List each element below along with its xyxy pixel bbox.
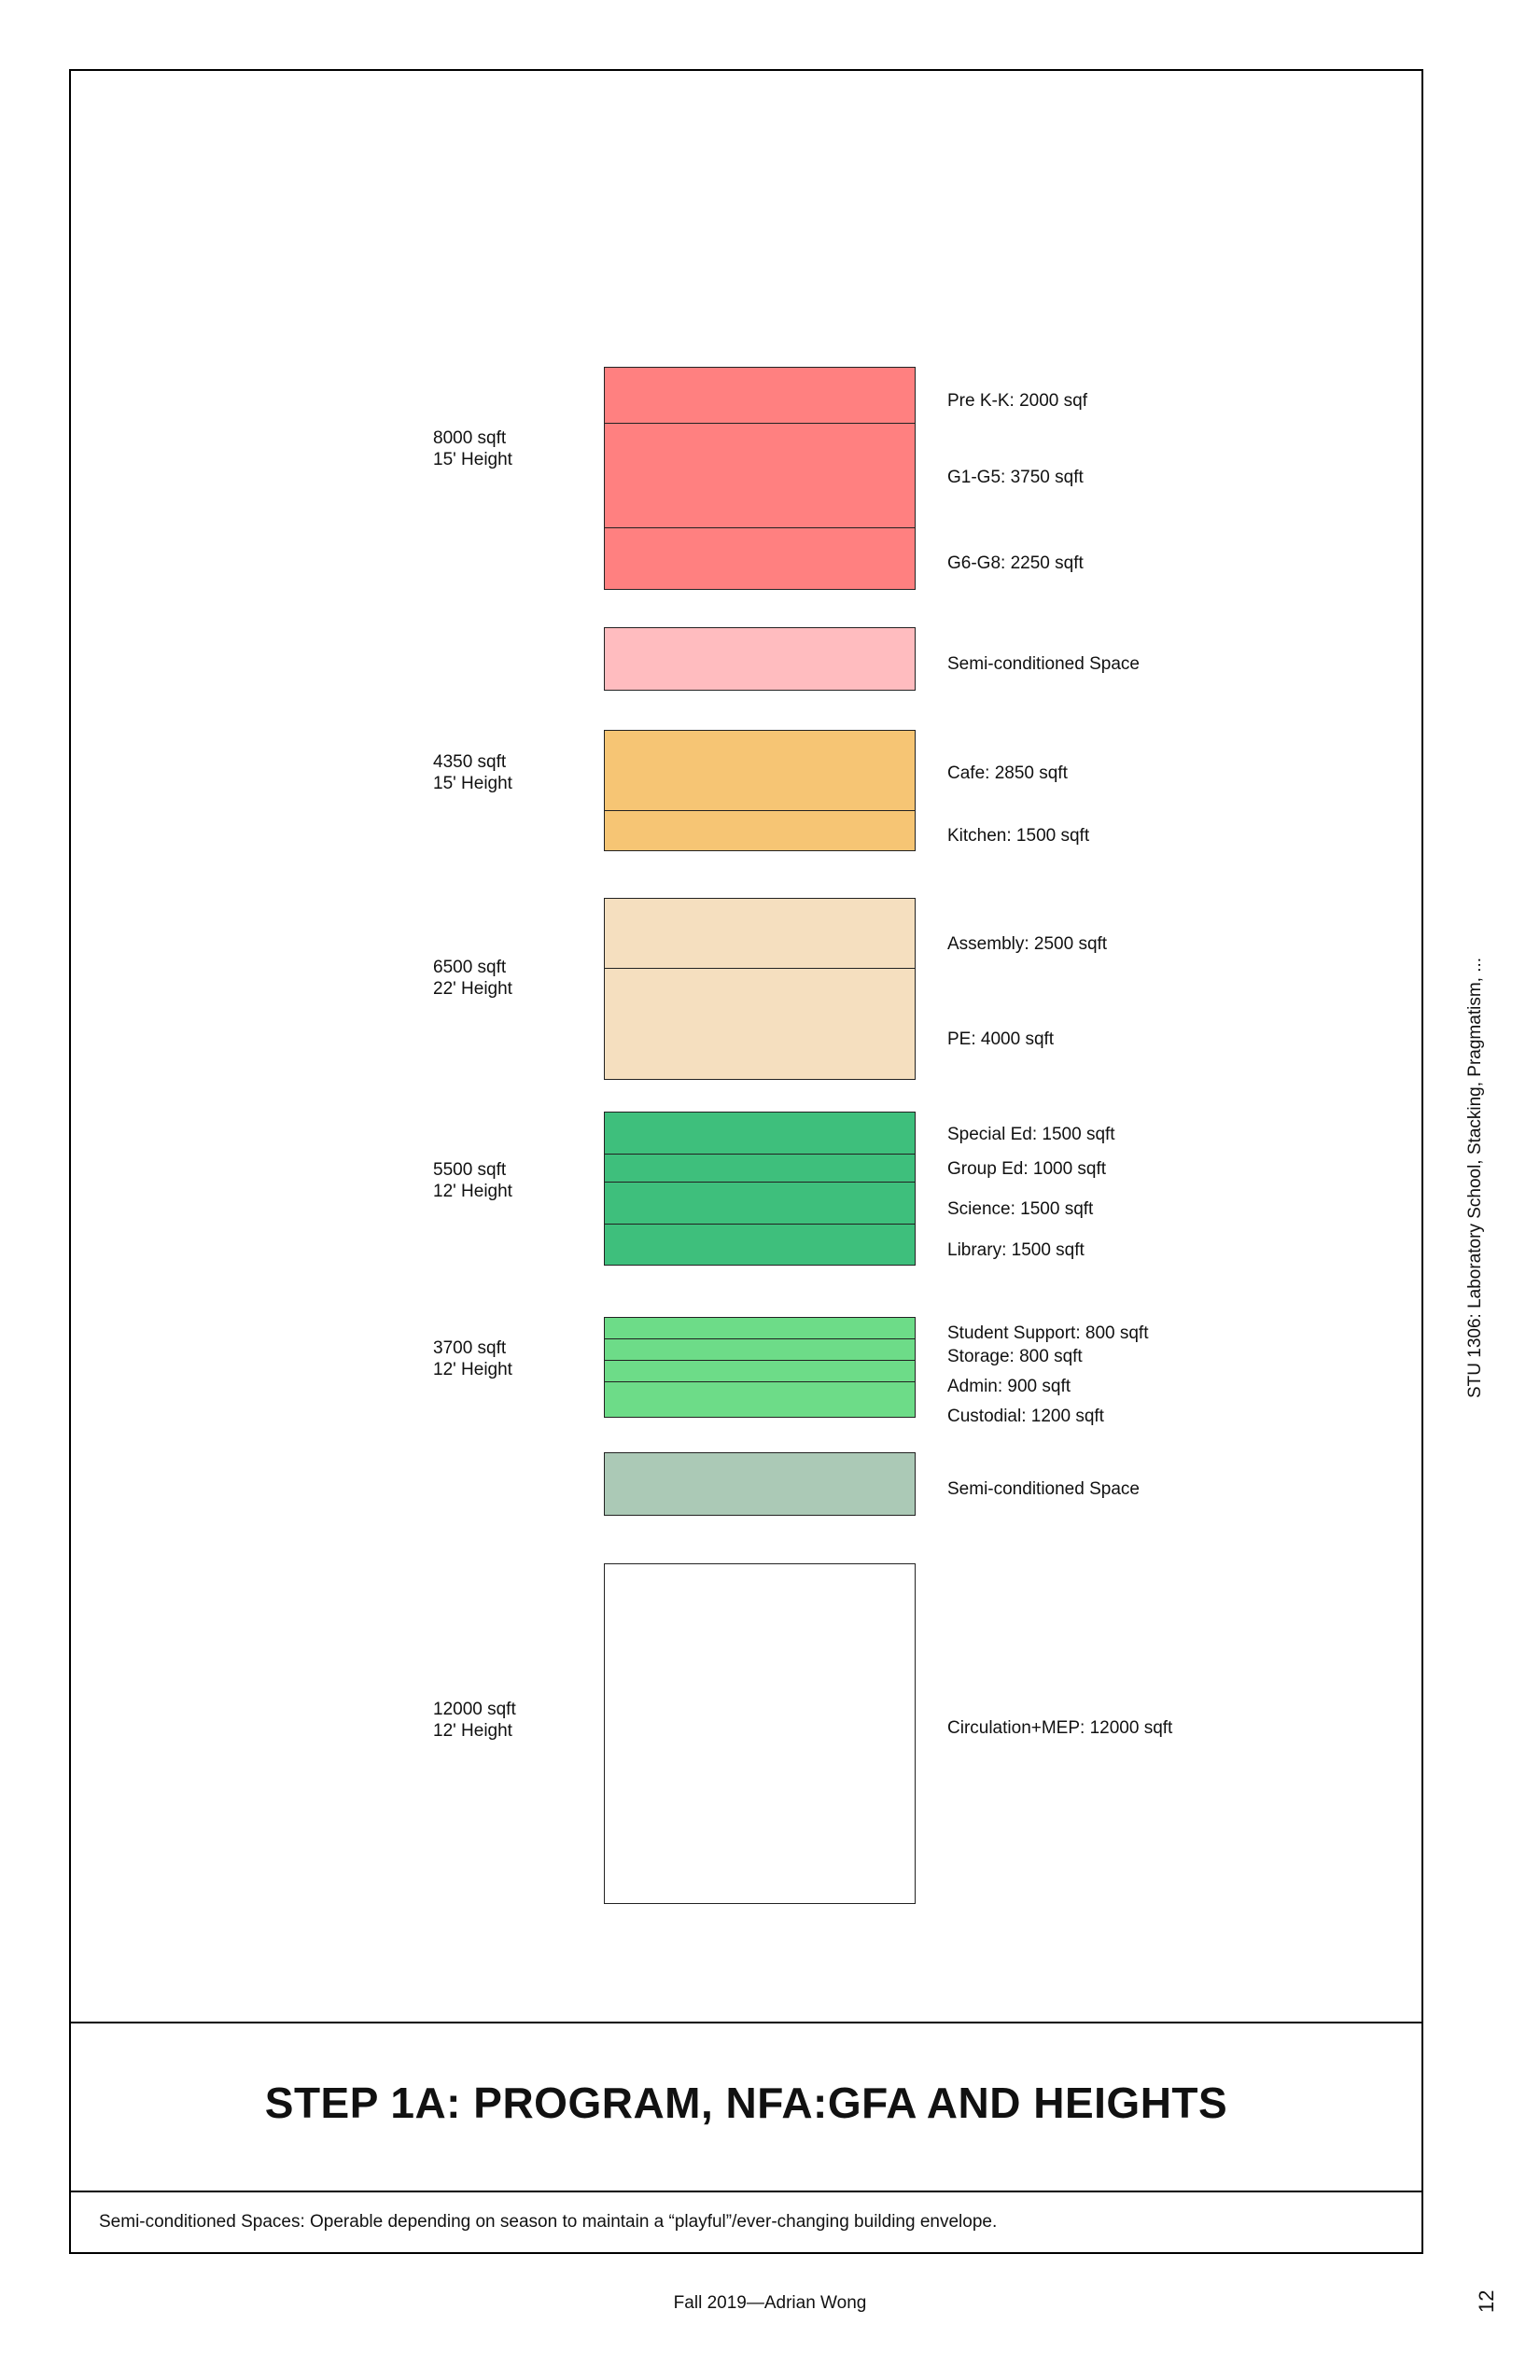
program-block: [604, 367, 916, 590]
diagram-frame: [69, 69, 1423, 2023]
space-divider: [604, 968, 916, 969]
space-divider: [604, 1154, 916, 1155]
group-height: 15' Height: [433, 774, 512, 793]
space-label: Storage: 800 sqft: [947, 1347, 1083, 1366]
space-label: Special Ed: 1500 sqft: [947, 1125, 1115, 1144]
footnote-frame: [69, 2191, 1423, 2254]
footnote: Semi-conditioned Spaces: Operable depend…: [99, 2212, 998, 2232]
space-label: Student Support: 800 sqft: [947, 1323, 1149, 1343]
space-divider: [604, 527, 916, 528]
page-footer: Fall 2019—Adrian Wong: [673, 2293, 867, 2313]
space-label: Admin: 900 sqft: [947, 1377, 1071, 1396]
group-height: 15' Height: [433, 450, 512, 469]
course-caption: STU 1306: Laboratory School, Stacking, P…: [1465, 957, 1485, 1398]
space-label: Custodial: 1200 sqft: [947, 1407, 1104, 1426]
space-label: PE: 4000 sqft: [947, 1029, 1055, 1049]
group-height: 12' Height: [433, 1721, 512, 1741]
program-block: [604, 1563, 916, 1904]
space-divider: [604, 423, 916, 424]
space-label: Library: 1500 sqft: [947, 1240, 1085, 1260]
space-label: G6-G8: 2250 sqft: [947, 553, 1084, 573]
group-height: 22' Height: [433, 979, 512, 999]
group-height: 12' Height: [433, 1182, 512, 1201]
group-area: 4350 sqft: [433, 752, 507, 772]
program-block: [604, 1112, 916, 1266]
space-label: Group Ed: 1000 sqft: [947, 1159, 1107, 1179]
space-label: Kitchen: 1500 sqft: [947, 826, 1090, 846]
program-block: [604, 1317, 916, 1418]
space-divider: [604, 1224, 916, 1225]
space-label: Science: 1500 sqft: [947, 1199, 1094, 1219]
space-label: G1-G5: 3750 sqft: [947, 468, 1084, 487]
group-area: 3700 sqft: [433, 1338, 507, 1358]
space-divider: [604, 810, 916, 811]
space-divider: [604, 1182, 916, 1183]
space-divider: [604, 1360, 916, 1361]
program-block: [604, 627, 916, 691]
group-area: 12000 sqft: [433, 1700, 516, 1719]
group-area: 6500 sqft: [433, 958, 507, 977]
space-label: Semi-conditioned Space: [947, 654, 1140, 674]
space-divider: [604, 1381, 916, 1382]
program-block: [604, 730, 916, 851]
program-block: [604, 1452, 916, 1516]
page-number: 12: [1475, 2289, 1498, 2313]
space-label: Circulation+MEP: 12000 sqft: [947, 1718, 1173, 1738]
space-label: Pre K-K: 2000 sqf: [947, 391, 1087, 411]
group-area: 5500 sqft: [433, 1160, 507, 1180]
program-block: [604, 898, 916, 1080]
page-title: STEP 1A: PROGRAM, NFA:GFA AND HEIGHTS: [264, 2079, 1228, 2127]
title-frame: [69, 2022, 1423, 2191]
space-divider: [604, 1338, 916, 1339]
space-label: Semi-conditioned Space: [947, 1479, 1140, 1499]
space-label: Assembly: 2500 sqft: [947, 934, 1108, 954]
group-height: 12' Height: [433, 1360, 512, 1379]
group-area: 8000 sqft: [433, 428, 507, 448]
space-label: Cafe: 2850 sqft: [947, 763, 1068, 783]
